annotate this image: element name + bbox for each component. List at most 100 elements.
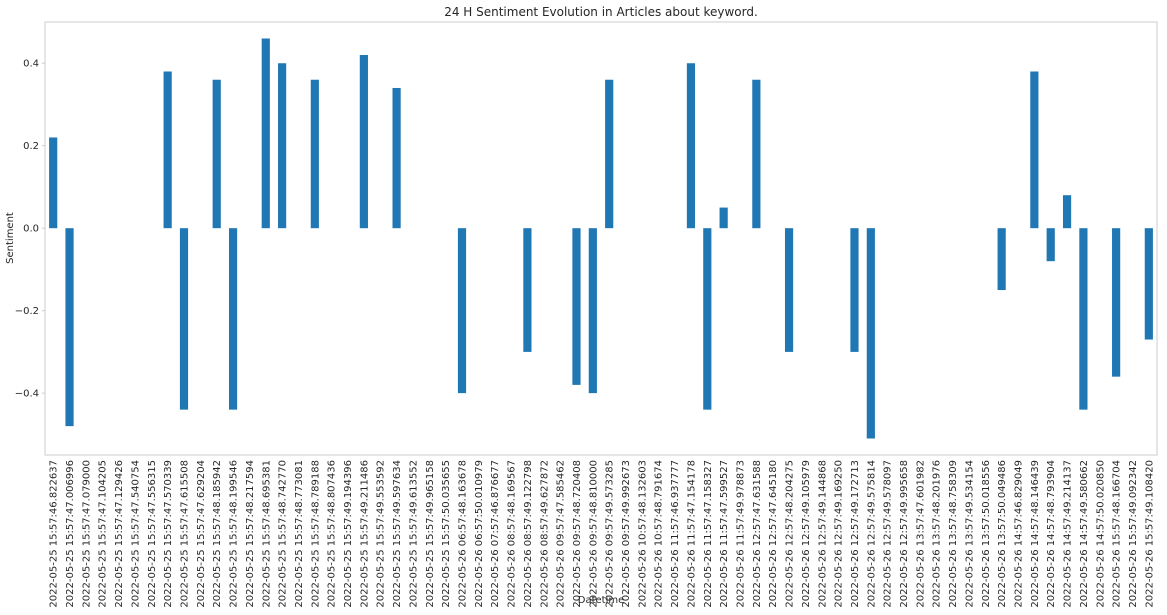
x-tick-label: 2022-05-26 11:57:49.978873 xyxy=(736,460,747,608)
plot-frame xyxy=(44,21,1158,456)
x-tick-label: 2022-05-26 13:57:50.018556 xyxy=(981,460,992,608)
x-tick-label: 2022-05-26 15:57:49.108420 xyxy=(1144,460,1155,608)
x-tick-label: 2022-05-26 08:57:48.169567 xyxy=(507,460,518,608)
x-tick-label: 2022-05-25 15:57:47.556315 xyxy=(147,460,158,608)
x-tick-label: 2022-05-26 12:57:49.172713 xyxy=(850,460,861,608)
x-tick-label: 2022-05-25 15:57:48.789188 xyxy=(310,460,321,608)
bar xyxy=(1062,195,1072,229)
x-tick-label: 2022-05-26 15:57:49.092342 xyxy=(1128,460,1139,608)
bar xyxy=(572,228,581,385)
bar xyxy=(686,63,696,229)
bar xyxy=(1112,228,1121,377)
bar xyxy=(1046,228,1055,262)
bar xyxy=(179,228,189,410)
y-tick-label: 0.4 xyxy=(23,59,39,70)
x-tick-label: 2022-05-25 15:57:47.540754 xyxy=(130,460,141,608)
x-tick-label: 2022-05-26 13:57:49.534154 xyxy=(964,460,975,608)
x-tick-label: 2022-05-26 13:57:50.049486 xyxy=(997,460,1008,608)
x-tick-label: 2022-05-26 09:57:48.720408 xyxy=(572,460,583,608)
bar xyxy=(49,137,58,229)
bar xyxy=(850,228,859,352)
x-tick-label: 2022-05-26 13:57:48.201976 xyxy=(932,460,943,608)
x-tick-label: 2022-05-26 12:57:49.105979 xyxy=(801,460,812,608)
x-tick-label: 2022-05-26 11:57:47.158327 xyxy=(703,460,714,608)
bar xyxy=(359,54,368,229)
x-tick-label: 2022-05-25 15:57:47.079000 xyxy=(81,460,92,608)
bar xyxy=(310,79,319,229)
x-tick-label: 2022-05-26 13:57:47.601982 xyxy=(915,460,926,608)
x-tick-label: 2022-05-26 12:57:47.645180 xyxy=(768,460,779,608)
x-tick-label: 2022-05-25 15:57:48.185942 xyxy=(212,460,223,608)
x-tick-label: 2022-05-26 06:57:50.010979 xyxy=(474,460,485,608)
x-tick-label: 2022-05-26 12:57:49.995658 xyxy=(899,460,910,608)
x-tick-label: 2022-05-25 15:57:47.629204 xyxy=(196,460,207,608)
y-axis-ticks: 0.4 0.2 0.0 −0.2 −0.4 xyxy=(15,59,45,400)
x-tick-label: 2022-05-25 15:57:49.613552 xyxy=(408,460,419,608)
bars-layer xyxy=(49,38,1153,439)
y-tick-label: 0.0 xyxy=(23,224,39,235)
bar xyxy=(703,228,712,410)
bar xyxy=(228,228,238,410)
bar xyxy=(523,228,532,352)
x-tick-label: 2022-05-26 06:57:48.163678 xyxy=(458,460,469,608)
x-tick-label: 2022-05-26 11:57:47.599527 xyxy=(719,460,730,608)
x-tick-label: 2022-05-25 15:57:49.965158 xyxy=(425,460,436,608)
x-tick-label: 2022-05-26 14:57:49.214137 xyxy=(1063,460,1074,608)
x-axis-label: Datetime xyxy=(578,595,625,606)
bar xyxy=(1030,71,1039,229)
x-tick-label: 2022-05-25 15:57:49.194396 xyxy=(343,460,354,608)
bar xyxy=(163,71,172,229)
x-tick-label: 2022-05-26 07:57:46.876677 xyxy=(490,460,501,608)
x-tick-label: 2022-05-25 15:57:48.695381 xyxy=(261,460,272,608)
x-tick-label: 2022-05-26 14:57:50.020850 xyxy=(1095,460,1106,608)
bar xyxy=(719,207,728,229)
bar xyxy=(866,228,875,439)
bar xyxy=(752,79,761,229)
x-tick-label: 2022-05-25 15:57:49.211486 xyxy=(359,460,370,608)
x-tick-label: 2022-05-26 12:57:47.631588 xyxy=(752,460,763,608)
x-tick-label: 2022-05-25 15:57:49.597634 xyxy=(392,460,403,608)
x-tick-label: 2022-05-26 14:57:46.829049 xyxy=(1014,460,1025,608)
x-tick-label: 2022-05-26 09:57:49.573285 xyxy=(605,460,616,608)
x-tick-label: 2022-05-25 15:57:48.807436 xyxy=(327,460,338,608)
bar xyxy=(1144,228,1153,340)
x-tick-label: 2022-05-25 15:57:48.742770 xyxy=(278,460,289,608)
x-tick-label: 2022-05-25 15:57:48.199546 xyxy=(229,460,240,608)
y-tick-label: −0.4 xyxy=(15,389,39,400)
x-axis-ticks: 2022-05-25 15:57:46.822637 2022-05-25 15:… xyxy=(49,460,1156,608)
bar xyxy=(278,63,287,229)
x-tick-label: 2022-05-26 08:57:49.122798 xyxy=(523,460,534,608)
x-tick-label: 2022-05-26 14:57:49.580662 xyxy=(1079,460,1090,608)
x-tick-label: 2022-05-25 15:57:47.129426 xyxy=(114,460,125,608)
x-tick-label: 2022-05-25 15:57:48.773081 xyxy=(294,460,305,608)
x-tick-label: 2022-05-26 10:57:48.132603 xyxy=(637,460,648,608)
x-tick-label: 2022-05-26 09:57:48.810000 xyxy=(588,460,599,608)
x-tick-label: 2022-05-25 15:57:47.570339 xyxy=(163,460,174,608)
x-tick-label: 2022-05-26 12:57:49.144868 xyxy=(817,460,828,608)
bar xyxy=(457,228,467,394)
x-tick-label: 2022-05-26 09:57:49.992673 xyxy=(621,460,632,608)
bar xyxy=(392,87,401,229)
y-tick-label: 0.2 xyxy=(23,141,39,152)
x-tick-label: 2022-05-26 09:57:47.585462 xyxy=(556,460,567,608)
bar xyxy=(997,228,1006,291)
x-tick-label: 2022-05-25 15:57:46.822637 xyxy=(49,460,60,608)
x-tick-label: 2022-05-25 15:57:47.104205 xyxy=(98,460,109,608)
x-tick-label: 2022-05-26 12:57:49.169250 xyxy=(834,460,845,608)
x-tick-label: 2022-05-26 12:57:49.575814 xyxy=(866,460,877,608)
x-tick-label: 2022-05-26 14:57:48.793904 xyxy=(1046,460,1057,608)
y-tick-label: −0.2 xyxy=(15,306,39,317)
x-tick-label: 2022-05-26 12:57:48.204275 xyxy=(785,460,796,608)
x-tick-label: 2022-05-26 11:57:46.937777 xyxy=(670,460,681,608)
x-tick-label: 2022-05-26 08:57:49.627872 xyxy=(539,460,550,608)
x-tick-label: 2022-05-25 15:57:47.615508 xyxy=(180,460,191,608)
x-tick-label: 2022-05-25 15:57:50.035655 xyxy=(441,460,452,608)
bar xyxy=(605,79,614,229)
x-tick-label: 2022-05-25 15:57:48.217594 xyxy=(245,460,256,608)
x-tick-label: 2022-05-25 15:57:49.553592 xyxy=(376,460,387,608)
bar xyxy=(65,228,74,427)
x-tick-label: 2022-05-26 11:57:47.154178 xyxy=(686,460,697,608)
y-axis-label: Sentiment xyxy=(5,212,16,264)
